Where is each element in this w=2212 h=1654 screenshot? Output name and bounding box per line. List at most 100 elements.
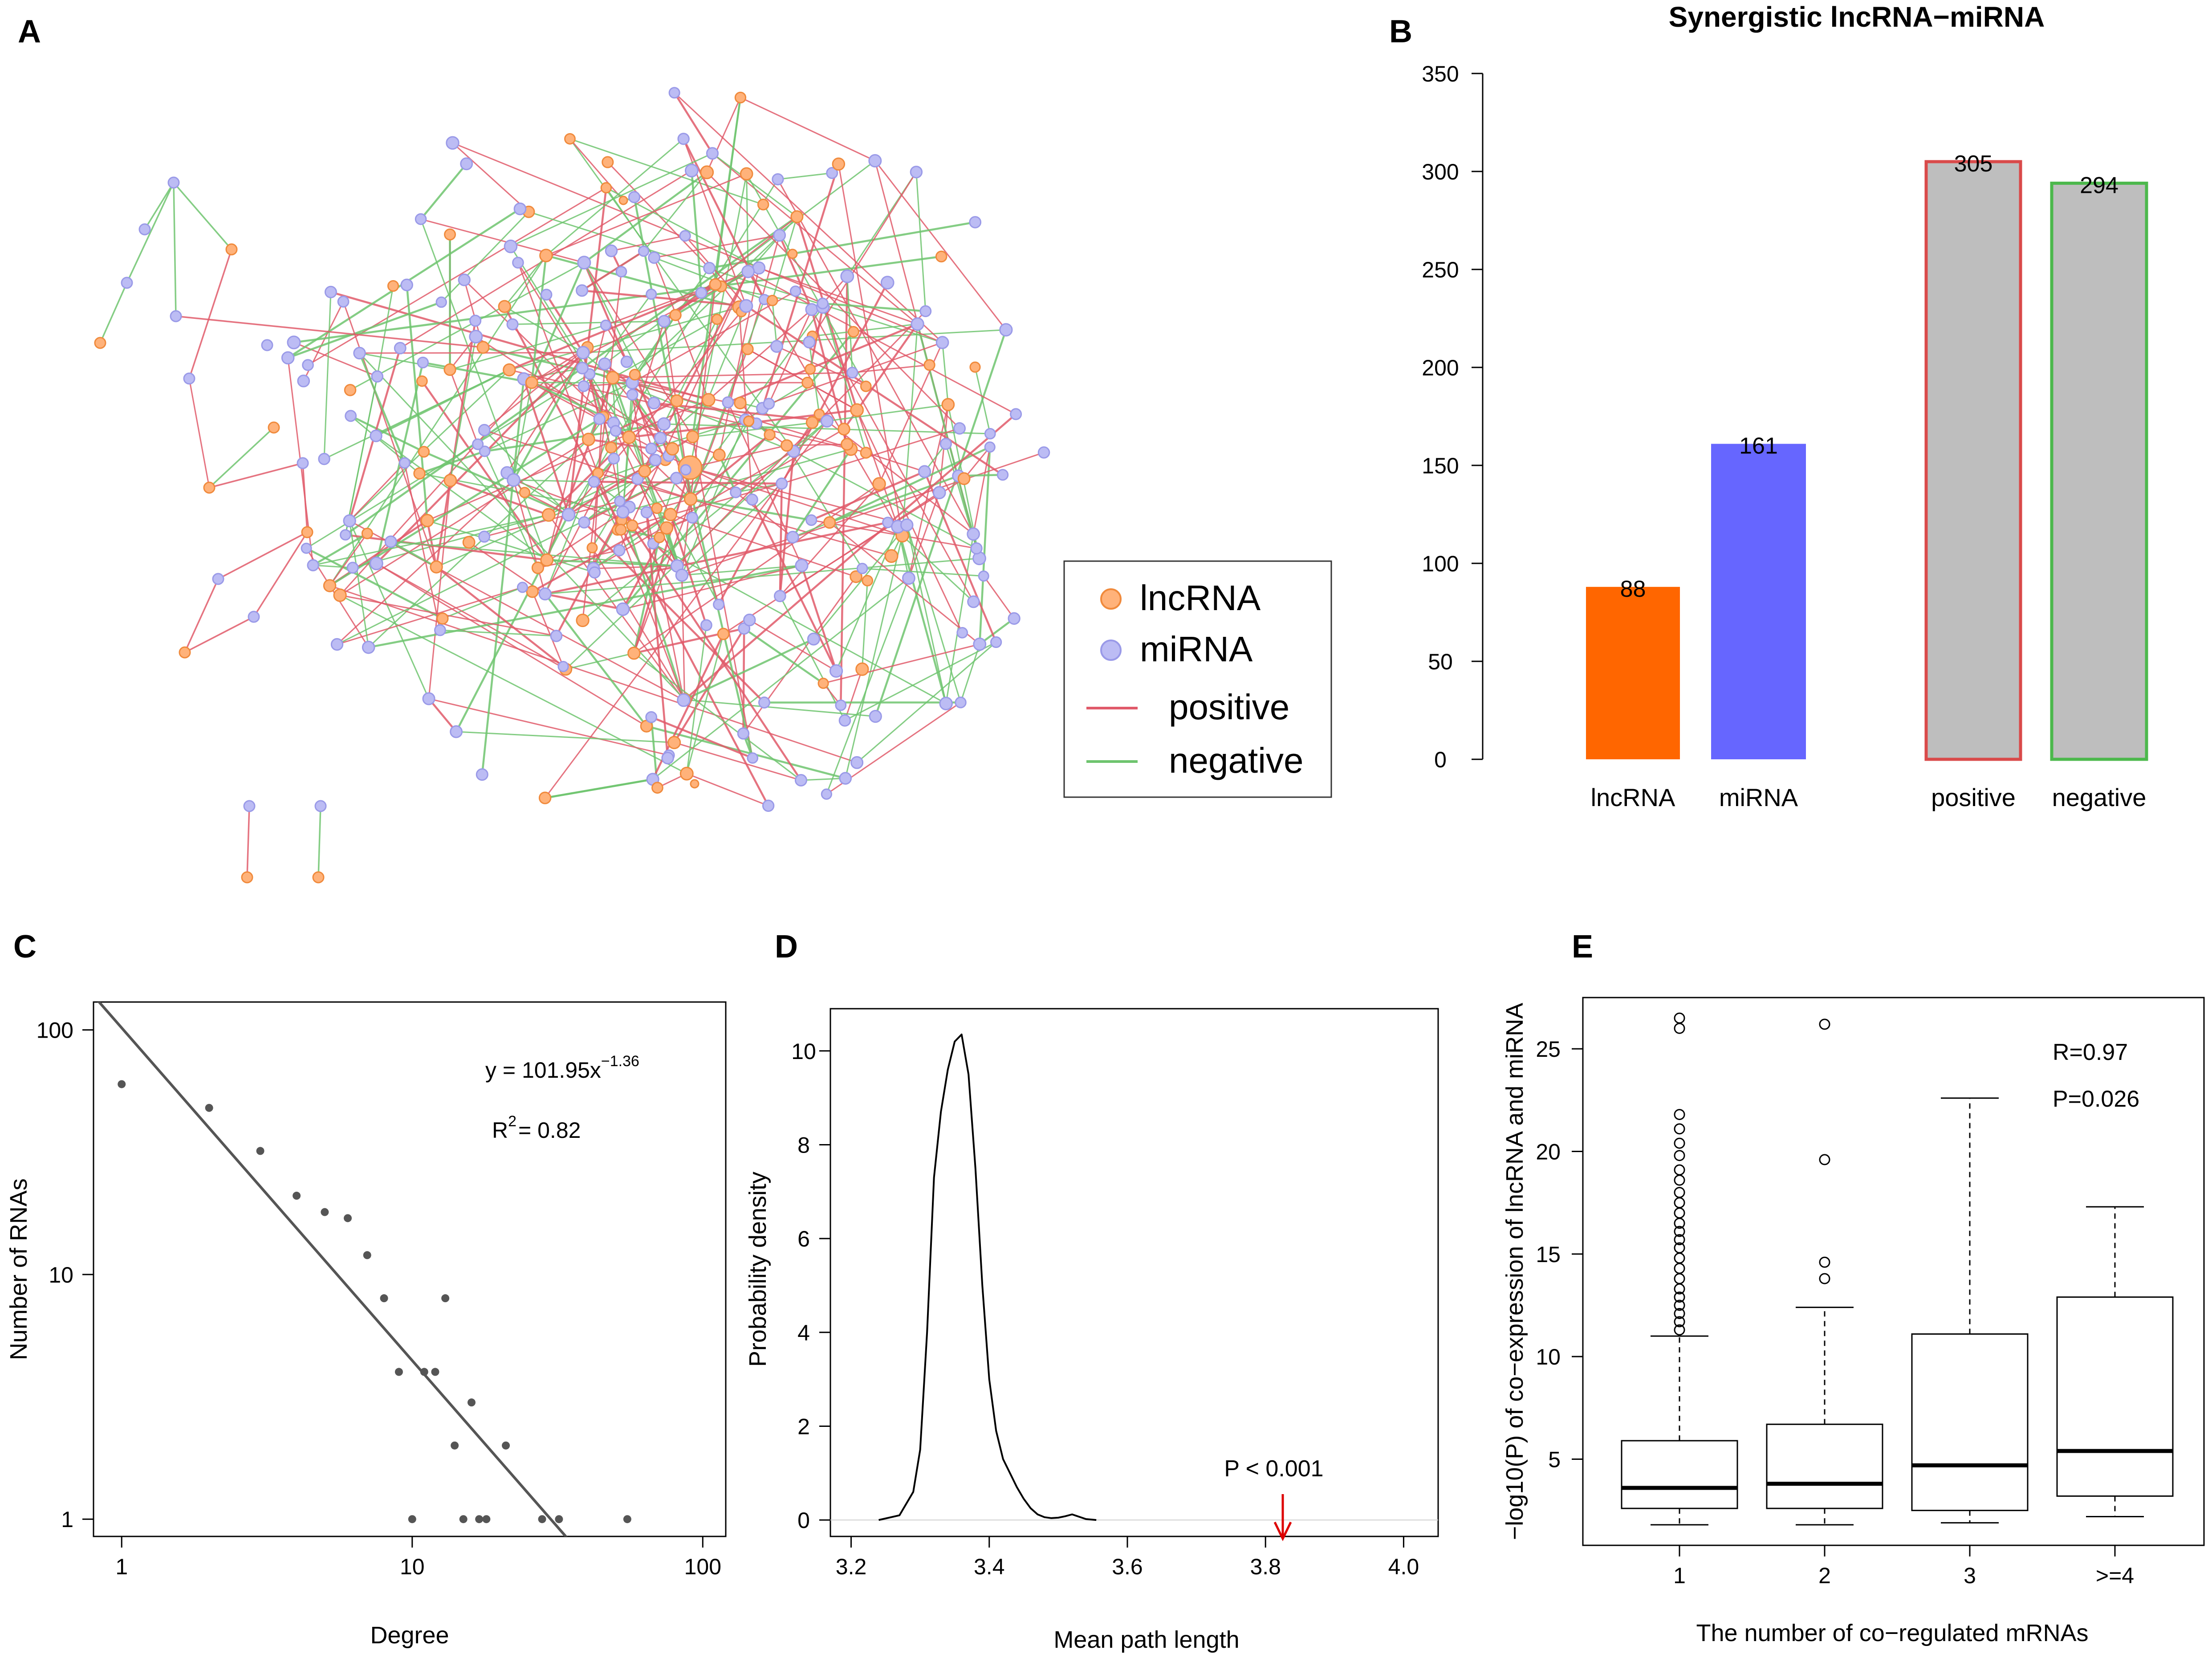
mirna-node	[939, 697, 953, 710]
boxplot-outlier	[1819, 1154, 1830, 1165]
boxplot-outlier	[1674, 1263, 1685, 1274]
negative-edge	[915, 172, 927, 311]
positive-edge	[611, 235, 686, 252]
negative-edge	[293, 255, 942, 344]
mirna-node	[576, 362, 589, 375]
positive-edge	[684, 413, 1017, 701]
positive-edge	[506, 347, 588, 473]
density-x-tick-label: 3.8	[1250, 1554, 1281, 1579]
negative-edge	[690, 498, 812, 521]
positive-edge	[674, 92, 943, 343]
lncrna-node	[781, 439, 793, 452]
mirna-node	[713, 599, 725, 611]
lncrna-node	[663, 508, 677, 521]
boxplot-outlier	[1819, 1273, 1830, 1284]
bar-y-axis: 0 50 100 150 200 250 300 350	[1422, 61, 1484, 772]
mirna-node	[588, 476, 600, 488]
panel-label-d: D	[775, 929, 798, 965]
degree-point	[394, 1368, 403, 1376]
mirna-node	[999, 323, 1013, 337]
mirna-node	[805, 514, 817, 526]
degree-distribution-panel: C 1 10 100 1 10 100 y = 101.95x−1.36 R2= 0.82…	[5, 929, 727, 1649]
boxplot-outlier	[1674, 1226, 1685, 1237]
negative-edge	[390, 541, 437, 568]
mirna-node	[353, 346, 366, 360]
positive-edge	[593, 364, 606, 569]
mirna-node	[398, 457, 411, 469]
lncrna-node	[462, 536, 476, 549]
lncrna-node	[503, 363, 516, 377]
negative-edge	[779, 595, 846, 721]
mirna-node	[301, 542, 312, 554]
positive-edge	[581, 289, 747, 307]
positive-edge	[593, 565, 677, 570]
negative-edge	[633, 652, 801, 781]
positive-edge	[690, 467, 907, 526]
positive-edge	[823, 644, 980, 684]
positive-edge	[690, 467, 903, 537]
negative-edge	[568, 179, 779, 515]
mirna-node	[504, 239, 518, 253]
negative-edge	[406, 285, 428, 521]
negative-edge	[825, 578, 910, 794]
lncrna-node	[361, 527, 373, 539]
mirna-node	[918, 465, 931, 478]
mirna-node	[661, 751, 674, 765]
lncrna-node	[813, 408, 825, 420]
mirna-node	[370, 429, 382, 442]
degree-point	[408, 1515, 416, 1524]
negative-edge	[481, 379, 525, 775]
mirna-node	[803, 336, 816, 349]
mirna-node	[657, 417, 671, 431]
degree-point	[538, 1515, 546, 1524]
lncrna-node	[476, 341, 490, 354]
lncrna-node	[540, 553, 554, 567]
mirna-node	[302, 359, 314, 371]
lncrna-node	[805, 416, 819, 429]
boxplot-x-tick-label: 2	[1818, 1563, 1831, 1588]
positive-edge	[545, 521, 888, 595]
negative-edge	[375, 435, 548, 561]
bar-category-label: miRNA	[1719, 783, 1798, 811]
r-squared: R2= 0.82	[492, 1113, 581, 1143]
negative-edge	[906, 525, 961, 703]
negative-edge	[440, 629, 557, 637]
mirna-node	[557, 661, 569, 672]
density-plot-frame	[830, 1008, 1439, 1537]
lncrna-node	[667, 736, 681, 750]
boxplot-x-label: The number of co−regulated mRNAs	[1696, 1620, 2089, 1646]
negative-edge	[643, 171, 708, 252]
mirna-node	[747, 752, 759, 764]
positive-edge	[681, 284, 716, 575]
p-value-annotation: P < 0.001	[1224, 1456, 1323, 1482]
mirna-node	[939, 438, 952, 450]
mirna-node	[243, 800, 256, 812]
negative-edge	[654, 257, 765, 300]
boxplot-box	[1621, 1440, 1738, 1509]
positive-edge	[293, 342, 378, 377]
mirna-node	[343, 514, 356, 528]
positive-edge	[718, 268, 760, 455]
positive-edge	[691, 517, 720, 605]
positive-edge	[428, 480, 451, 699]
negative-edge	[390, 541, 677, 567]
bar-chart-panel: B Synergistic lncRNA−miRNA 0 50 100 150 200 2…	[1389, 1, 2148, 811]
negative-edge	[683, 638, 814, 701]
mirna-node	[978, 570, 989, 582]
mirna-node	[588, 566, 601, 579]
negative-edge	[902, 324, 919, 536]
mirna-node	[910, 166, 923, 179]
negative-edge	[306, 547, 443, 619]
positive-edge	[329, 533, 368, 586]
negative-edge	[945, 534, 974, 704]
negative-edge	[808, 342, 820, 415]
negative-edge	[545, 778, 653, 799]
mirna-node	[578, 516, 590, 529]
lncrna-node	[717, 627, 730, 640]
negative-edge	[323, 292, 332, 459]
fit-equation: y = 101.95x−1.36	[485, 1053, 639, 1083]
mirna-node	[835, 699, 847, 711]
mirna-node	[680, 464, 691, 476]
positive-edge	[673, 92, 713, 154]
